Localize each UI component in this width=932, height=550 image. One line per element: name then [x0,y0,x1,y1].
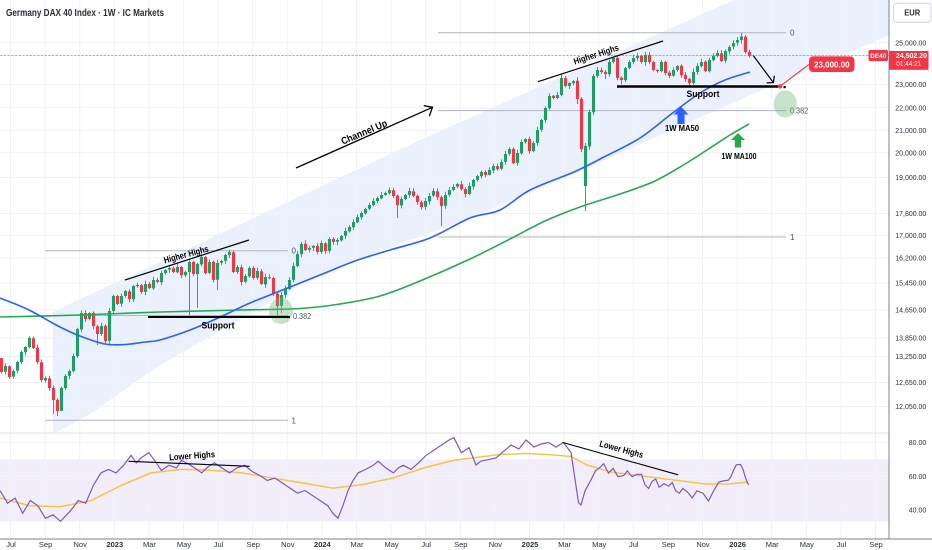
svg-text:Nov: Nov [281,540,295,549]
svg-text:2025: 2025 [522,540,539,549]
svg-text:Germany DAX 40 Index · 1W · IC: Germany DAX 40 Index · 1W · IC Markets [6,8,164,19]
svg-text:12,650.00: 12,650.00 [895,378,926,387]
svg-text:1W MA50: 1W MA50 [665,123,699,133]
svg-text:1: 1 [292,416,297,425]
svg-text:19,000.00: 19,000.00 [895,173,926,182]
svg-text:1W MA100: 1W MA100 [722,151,757,161]
svg-text:Sep: Sep [662,540,675,549]
svg-text:01:44:21: 01:44:21 [896,59,921,68]
svg-text:Mar: Mar [766,540,779,549]
svg-text:0: 0 [790,29,795,38]
svg-text:Sep: Sep [454,540,467,549]
svg-text:May: May [800,540,814,549]
svg-text:DE40: DE40 [870,53,886,60]
svg-text:Sep: Sep [247,540,260,549]
svg-text:23,000.00: 23,000.00 [814,59,850,69]
svg-text:1: 1 [790,233,795,242]
svg-text:0.382: 0.382 [790,107,809,116]
svg-text:Support: Support [202,321,235,331]
svg-text:16,200.00: 16,200.00 [895,254,926,263]
svg-text:25,000.00: 25,000.00 [895,38,926,47]
svg-text:Nov: Nov [489,540,503,549]
svg-text:22,000.00: 22,000.00 [895,104,926,113]
svg-text:14,650.00: 14,650.00 [895,306,926,315]
svg-text:Jul: Jul [214,540,224,549]
svg-text:Mar: Mar [351,540,364,549]
svg-text:Support: Support [687,89,720,99]
svg-text:Mar: Mar [143,540,156,549]
svg-text:May: May [592,540,606,549]
svg-text:EUR: EUR [904,8,920,18]
svg-text:Nov: Nov [74,540,88,549]
svg-text:20,000.00: 20,000.00 [895,149,926,158]
svg-text:Channel Up: Channel Up [340,118,389,147]
svg-text:17,000.00: 17,000.00 [895,231,926,240]
svg-text:60.00: 60.00 [909,472,927,481]
svg-text:Jul: Jul [837,540,847,549]
svg-text:Mar: Mar [558,540,571,549]
svg-text:2026: 2026 [729,540,746,549]
svg-text:Lower Highs: Lower Highs [598,439,644,460]
svg-text:0.382: 0.382 [293,312,312,321]
svg-text:21,000.00: 21,000.00 [895,126,926,135]
svg-text:23,000.00: 23,000.00 [895,80,926,89]
svg-text:Sep: Sep [869,540,882,549]
svg-text:24,502.20: 24,502.20 [896,51,927,60]
svg-text:Nov: Nov [696,540,710,549]
svg-text:Lower Highs: Lower Highs [169,449,216,462]
svg-text:12,050.00: 12,050.00 [895,402,926,411]
svg-text:13,250.00: 13,250.00 [895,352,926,361]
svg-text:Sep: Sep [39,540,52,549]
svg-text:40.00: 40.00 [909,505,927,514]
svg-text:May: May [177,540,191,549]
svg-text:May: May [385,540,399,549]
svg-text:0: 0 [292,247,297,256]
svg-text:15,450.00: 15,450.00 [895,279,926,288]
svg-text:Jul: Jul [629,540,639,549]
svg-text:Jul: Jul [421,540,431,549]
svg-text:17,800.00: 17,800.00 [895,209,926,218]
svg-text:80.00: 80.00 [909,438,927,447]
svg-text:2024: 2024 [314,540,332,549]
svg-text:Jul: Jul [6,540,16,549]
svg-text:2023: 2023 [106,540,123,549]
svg-text:13,850.00: 13,850.00 [895,334,926,343]
